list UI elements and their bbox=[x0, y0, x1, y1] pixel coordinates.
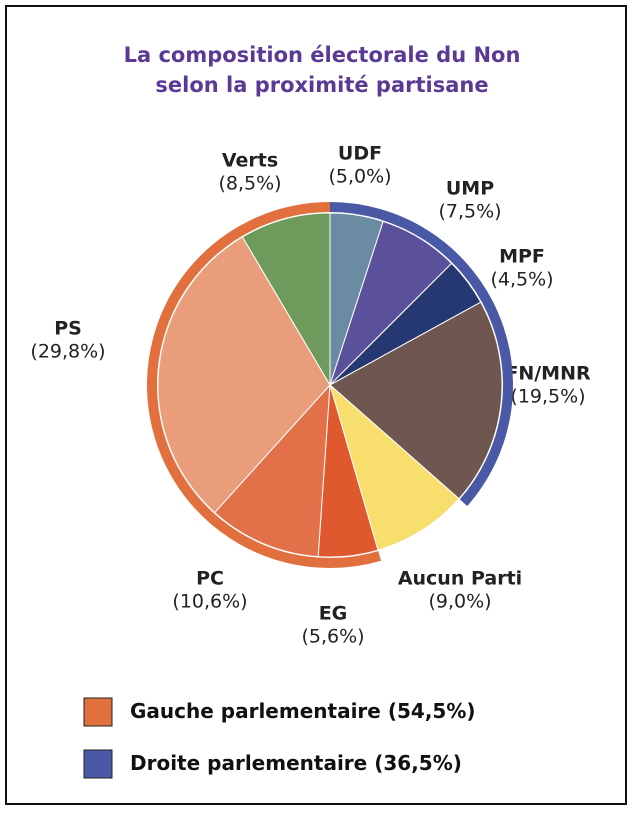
slice-value: (29,8%) bbox=[30, 341, 105, 363]
slice-label: UMP bbox=[446, 178, 494, 200]
slice-value: (9,0%) bbox=[428, 591, 491, 613]
legend-swatch bbox=[83, 749, 113, 779]
slice-value: (8,5%) bbox=[218, 173, 281, 195]
slice-label: MPF bbox=[499, 246, 545, 268]
chart-title: selon la proximité partisane bbox=[155, 73, 488, 97]
legend-value: (54,5%) bbox=[388, 699, 476, 723]
slice-value: (19,5%) bbox=[510, 386, 585, 408]
pie-slice bbox=[213, 383, 331, 558]
slice-label: Aucun Parti bbox=[398, 568, 522, 590]
slice-label: FN/MNR bbox=[505, 363, 591, 385]
slice-label: UDF bbox=[338, 143, 382, 165]
legend-name: Gauche parlementaire bbox=[130, 699, 381, 723]
legend-swatch bbox=[83, 697, 113, 727]
slice-value: (5,0%) bbox=[328, 166, 391, 188]
slice-label: EG bbox=[319, 603, 348, 625]
legend-label: Droite parlementaire (36,5%) bbox=[130, 751, 462, 775]
slice-value: (10,6%) bbox=[172, 591, 247, 613]
group-arc bbox=[329, 202, 513, 507]
pie-slice bbox=[329, 301, 503, 500]
chart-title: La composition électorale du Non bbox=[124, 43, 521, 67]
slice-value: (5,6%) bbox=[301, 626, 364, 648]
slice-label: Verts bbox=[222, 150, 278, 172]
slice-value: (7,5%) bbox=[438, 201, 501, 223]
pie-slice bbox=[157, 236, 331, 514]
legend-value: (36,5%) bbox=[374, 751, 462, 775]
slice-value: (4,5%) bbox=[490, 269, 553, 291]
group-arc bbox=[147, 202, 382, 568]
legend-label: Gauche parlementaire (54,5%) bbox=[130, 699, 476, 723]
slice-label: PS bbox=[54, 318, 82, 340]
pie-slice bbox=[241, 212, 331, 387]
legend-name: Droite parlementaire bbox=[130, 751, 367, 775]
slice-label: PC bbox=[196, 568, 224, 590]
pie-slice bbox=[329, 383, 460, 551]
